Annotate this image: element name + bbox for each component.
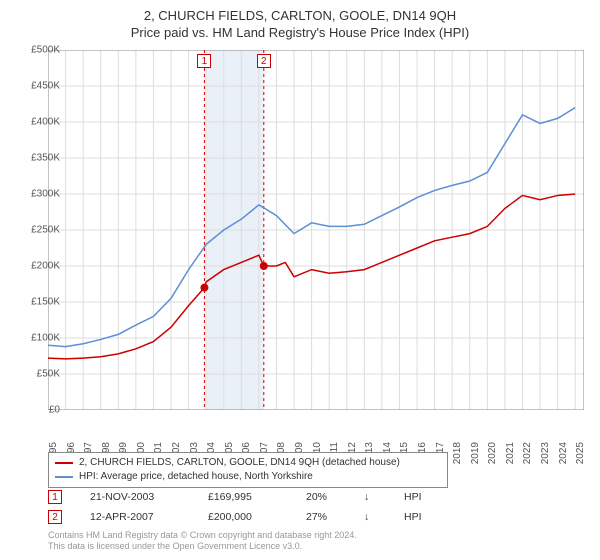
sale-pct-2: 27%: [306, 511, 336, 523]
sale-date-1: 21-NOV-2003: [90, 491, 180, 503]
legend-label-property: 2, CHURCH FIELDS, CARLTON, GOOLE, DN14 9…: [79, 456, 400, 470]
legend-swatch-property: [55, 462, 73, 464]
legend-item-property: 2, CHURCH FIELDS, CARLTON, GOOLE, DN14 9…: [55, 456, 441, 470]
y-tick-label: £300K: [16, 189, 60, 200]
chart-svg: [48, 50, 584, 410]
down-arrow-icon: ↓: [364, 491, 376, 503]
footer-line-1: Contains HM Land Registry data © Crown c…: [48, 530, 357, 541]
x-tick-label: 2020: [487, 442, 498, 464]
x-tick-label: 2023: [540, 442, 551, 464]
sale-price-2: £200,000: [208, 511, 278, 523]
y-tick-label: £200K: [16, 261, 60, 272]
sales-table: 1 21-NOV-2003 £169,995 20% ↓ HPI 2 12-AP…: [48, 490, 422, 530]
x-tick-label: 2018: [452, 442, 463, 464]
title-line-1: 2, CHURCH FIELDS, CARLTON, GOOLE, DN14 9…: [0, 8, 600, 23]
legend-swatch-hpi: [55, 476, 73, 478]
sale-marker-1: 1: [48, 490, 62, 504]
y-tick-label: £100K: [16, 333, 60, 344]
x-axis-labels: 1995199619971998199920002001200220032004…: [48, 414, 584, 454]
down-arrow-icon: ↓: [364, 511, 376, 523]
x-tick-label: 2019: [470, 442, 481, 464]
x-tick-label: 2024: [558, 442, 569, 464]
legend-item-hpi: HPI: Average price, detached house, Nort…: [55, 470, 441, 484]
callout-marker-2: 2: [257, 54, 271, 68]
sale-vs-2: HPI: [404, 511, 422, 523]
y-tick-label: £150K: [16, 297, 60, 308]
x-tick-label: 2022: [522, 442, 533, 464]
y-tick-label: £250K: [16, 225, 60, 236]
x-tick-label: 2025: [575, 442, 586, 464]
sale-marker-2: 2: [48, 510, 62, 524]
sale-price-1: £169,995: [208, 491, 278, 503]
x-tick-label: 2021: [505, 442, 516, 464]
sale-pct-1: 20%: [306, 491, 336, 503]
sale-date-2: 12-APR-2007: [90, 511, 180, 523]
y-tick-label: £350K: [16, 153, 60, 164]
legend: 2, CHURCH FIELDS, CARLTON, GOOLE, DN14 9…: [48, 452, 448, 488]
callout-marker-1: 1: [197, 54, 211, 68]
y-tick-label: £400K: [16, 117, 60, 128]
y-tick-label: £50K: [16, 369, 60, 380]
footer-line-2: This data is licensed under the Open Gov…: [48, 541, 357, 552]
sale-vs-1: HPI: [404, 491, 422, 503]
sale-row-1: 1 21-NOV-2003 £169,995 20% ↓ HPI: [48, 490, 422, 504]
sale-row-2: 2 12-APR-2007 £200,000 27% ↓ HPI: [48, 510, 422, 524]
y-tick-label: £450K: [16, 81, 60, 92]
title-line-2: Price paid vs. HM Land Registry's House …: [0, 25, 600, 40]
footer-attribution: Contains HM Land Registry data © Crown c…: [48, 530, 357, 553]
y-tick-label: £500K: [16, 45, 60, 56]
legend-label-hpi: HPI: Average price, detached house, Nort…: [79, 470, 313, 484]
chart-plot-area: 12: [48, 50, 584, 410]
chart-titles: 2, CHURCH FIELDS, CARLTON, GOOLE, DN14 9…: [0, 0, 600, 40]
